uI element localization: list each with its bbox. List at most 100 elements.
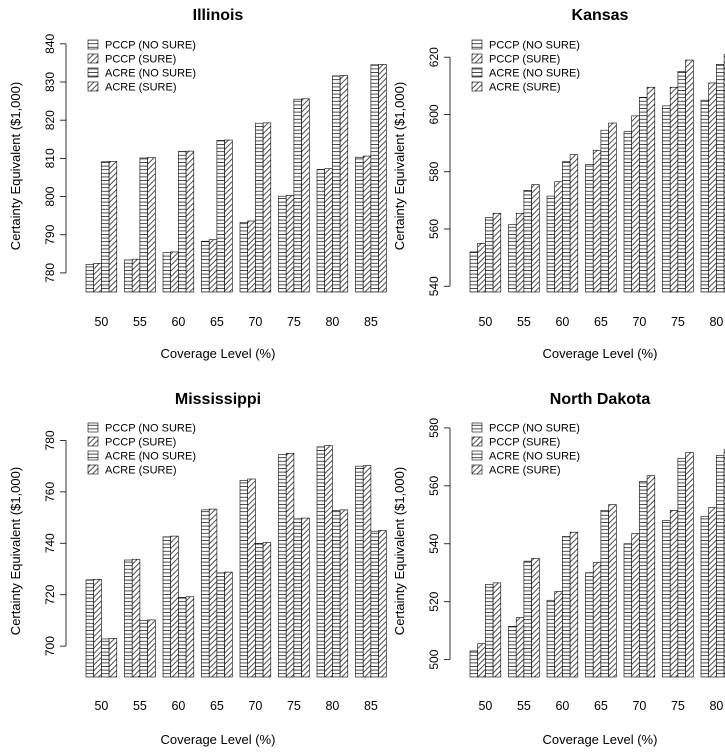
bar-mississippi-pccp-no-sure-65 [201, 509, 210, 678]
bar-mississippi-acre-no-sure-60 [178, 596, 187, 678]
bar-north-dakota-acre-sure-60 [569, 531, 579, 678]
legend-label-kansas-pccp-no-sure: PCCP (NO SURE) [489, 40, 580, 52]
x-tick-label-kansas-60: 60 [555, 315, 569, 329]
bar-illinois-pccp-sure-75 [285, 195, 295, 293]
bar-kansas-pccp-no-sure-70 [623, 131, 632, 293]
bar-north-dakota-acre-no-sure-75 [677, 458, 686, 678]
bar-mississippi-pccp-sure-55 [131, 558, 141, 678]
y-tick-label-mississippi-700: 700 [43, 636, 57, 656]
bar-illinois-pccp-no-sure-55 [124, 259, 133, 293]
legend-swatch-mississippi-pccp-no-sure [87, 422, 99, 433]
bar-kansas-pccp-sure-65 [592, 149, 602, 293]
bar-north-dakota-pccp-sure-80 [708, 507, 717, 678]
y-tick-label-kansas-620: 620 [427, 47, 441, 67]
legend-label-illinois-acre-sure: ACRE (SURE) [105, 82, 177, 94]
x-tick-label-illinois-85: 85 [364, 315, 378, 329]
y-tick-label-north-dakota-560: 560 [427, 475, 441, 495]
y-tick-label-illinois-810: 810 [43, 148, 57, 168]
bar-illinois-pccp-no-sure-65 [201, 240, 210, 293]
bar-north-dakota-acre-sure-65 [608, 504, 617, 678]
bar-mississippi-acre-no-sure-80 [332, 510, 341, 678]
x-tick-label-illinois-50: 50 [94, 315, 108, 329]
bar-north-dakota-acre-sure-55 [531, 557, 540, 678]
x-tick-label-mississippi-65: 65 [210, 699, 224, 713]
bar-kansas-acre-no-sure-75 [677, 71, 686, 293]
bar-illinois-acre-sure-55 [147, 157, 156, 293]
bar-kansas-pccp-sure-80 [708, 82, 717, 293]
legend-swatch-illinois-pccp-sure [87, 53, 99, 64]
x-tick-label-north-dakota-70: 70 [632, 699, 646, 713]
legend-label-kansas-pccp-sure: PCCP (SURE) [489, 54, 560, 66]
bar-illinois-pccp-sure-55 [131, 258, 141, 293]
bar-illinois-pccp-no-sure-60 [162, 252, 171, 293]
bar-illinois-pccp-no-sure-85 [355, 156, 364, 293]
bar-mississippi-acre-sure-60 [185, 596, 195, 678]
bar-mississippi-pccp-sure-85 [362, 465, 372, 678]
legend-swatch-north-dakota-acre-no-sure [471, 450, 483, 461]
bar-kansas-acre-sure-70 [646, 86, 656, 293]
x-tick-label-mississippi-55: 55 [133, 699, 147, 713]
x-tick-label-kansas-50: 50 [478, 315, 492, 329]
legend-swatch-mississippi-acre-sure [87, 464, 99, 475]
bar-kansas-pccp-sure-50 [477, 243, 486, 293]
legend-label-kansas-acre-sure: ACRE (SURE) [489, 82, 561, 94]
bar-north-dakota-acre-no-sure-65 [600, 510, 609, 678]
x-axis-label-north-dakota: Coverage Level (%) [543, 732, 658, 747]
bar-kansas-pccp-sure-75 [669, 86, 679, 293]
x-tick-label-north-dakota-80: 80 [709, 699, 723, 713]
x-tick-label-kansas-80: 80 [709, 315, 723, 329]
x-tick-label-mississippi-85: 85 [364, 699, 378, 713]
bar-north-dakota-pccp-sure-70 [631, 533, 640, 678]
bar-kansas-pccp-no-sure-75 [662, 105, 671, 293]
bar-kansas-acre-sure-55 [531, 184, 540, 293]
bar-illinois-acre-no-sure-85 [370, 64, 379, 293]
bar-kansas-acre-no-sure-65 [600, 129, 609, 293]
bar-north-dakota-pccp-sure-75 [669, 510, 679, 678]
bar-illinois-pccp-no-sure-70 [239, 222, 248, 293]
bar-mississippi-acre-no-sure-85 [370, 530, 379, 678]
y-tick-label-illinois-790: 790 [43, 224, 57, 244]
bar-illinois-acre-no-sure-75 [293, 98, 302, 293]
legend-swatch-kansas-pccp-no-sure [471, 39, 483, 50]
bar-north-dakota-pccp-no-sure-60 [546, 599, 555, 678]
x-tick-label-mississippi-50: 50 [94, 699, 108, 713]
bar-mississippi-acre-sure-75 [301, 517, 310, 678]
bar-north-dakota-pccp-no-sure-70 [623, 543, 632, 678]
bar-illinois-acre-sure-70 [262, 122, 272, 293]
y-tick-label-kansas-540: 540 [427, 276, 441, 296]
bar-north-dakota-acre-no-sure-80 [716, 455, 725, 678]
legend-label-north-dakota-acre-sure: ACRE (SURE) [489, 465, 561, 477]
x-tick-label-illinois-65: 65 [210, 315, 224, 329]
x-tick-label-mississippi-70: 70 [248, 699, 262, 713]
bar-illinois-pccp-sure-50 [93, 263, 102, 293]
x-tick-label-north-dakota-65: 65 [594, 699, 608, 713]
x-tick-label-illinois-75: 75 [287, 315, 301, 329]
x-tick-label-mississippi-60: 60 [171, 699, 185, 713]
bar-north-dakota-acre-sure-70 [646, 475, 656, 678]
bar-north-dakota-pccp-no-sure-80 [700, 515, 709, 678]
bar-illinois-acre-no-sure-65 [216, 140, 225, 293]
x-tick-label-mississippi-80: 80 [325, 699, 339, 713]
bar-mississippi-pccp-no-sure-70 [239, 479, 248, 678]
y-tick-label-illinois-800: 800 [43, 186, 57, 206]
bar-kansas-acre-no-sure-80 [716, 64, 725, 293]
bar-mississippi-pccp-sure-50 [93, 578, 102, 678]
bar-illinois-acre-no-sure-70 [255, 122, 264, 293]
bar-north-dakota-acre-sure-75 [685, 452, 694, 678]
bar-mississippi-acre-no-sure-65 [216, 572, 225, 678]
legend-label-illinois-pccp-no-sure: PCCP (NO SURE) [105, 40, 196, 52]
x-tick-label-illinois-60: 60 [171, 315, 185, 329]
bar-illinois-acre-sure-50 [108, 161, 118, 293]
legend-label-north-dakota-pccp-sure: PCCP (SURE) [489, 437, 560, 449]
y-axis-label-illinois: Certainty Equivalent ($1,000) [8, 82, 23, 250]
legend-swatch-kansas-acre-sure [471, 81, 483, 92]
bar-mississippi-pccp-no-sure-60 [162, 536, 171, 678]
bar-mississippi-acre-no-sure-75 [293, 518, 302, 678]
bar-kansas-acre-no-sure-50 [485, 217, 494, 293]
bar-mississippi-pccp-sure-75 [285, 452, 295, 678]
bar-north-dakota-acre-no-sure-50 [485, 584, 494, 678]
y-tick-label-north-dakota-580: 580 [427, 418, 441, 438]
y-tick-label-mississippi-780: 780 [43, 430, 57, 450]
bar-kansas-pccp-no-sure-55 [508, 224, 517, 293]
x-tick-label-north-dakota-60: 60 [555, 699, 569, 713]
